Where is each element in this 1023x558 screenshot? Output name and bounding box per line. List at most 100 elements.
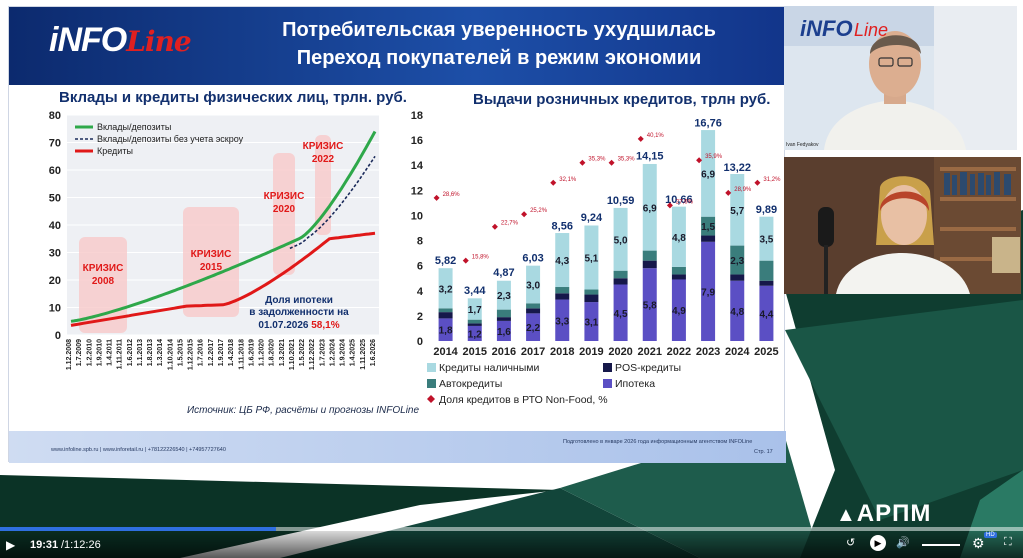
share-marker bbox=[433, 194, 440, 201]
bar-segment bbox=[730, 280, 745, 341]
mortgage-note-line1: Доля ипотеки bbox=[265, 295, 333, 306]
line-chart-x-tick: 1.6.2012 bbox=[127, 339, 134, 366]
bar-segment bbox=[642, 163, 657, 251]
bar-segment bbox=[526, 265, 541, 304]
footer-contacts: www.infoline.spb.ru | www.inforetail.ru … bbox=[51, 447, 226, 453]
fullscreen-icon[interactable]: ⛶ bbox=[1004, 536, 1012, 548]
share-label: 40,1% bbox=[647, 133, 665, 139]
bar-segment bbox=[496, 280, 511, 310]
bar-chart-x-tick: 2017 bbox=[521, 346, 545, 358]
infoline-logo: iNFOLine bbox=[49, 21, 192, 60]
arpm-icon: ▲ bbox=[836, 504, 857, 526]
bar-segment bbox=[730, 274, 745, 281]
rewind-icon[interactable]: ↺ bbox=[846, 537, 856, 549]
bar-segment bbox=[759, 216, 774, 261]
line-chart-y-tick: 20 bbox=[49, 275, 61, 287]
bar-total-label: 4,87 bbox=[493, 267, 514, 279]
line-chart-x-tick: 1.12.2022 bbox=[309, 339, 316, 370]
mortgage-note-line2: в задолженности на bbox=[249, 307, 349, 318]
bar-segment bbox=[467, 325, 482, 341]
line-chart: КРИЗИС 2008 КРИЗИС 2015 КРИЗИС 2020 КРИЗИС 2022… bbox=[49, 110, 379, 370]
bar-segment bbox=[584, 302, 599, 341]
line-chart-x-tick: 1.4.2011 bbox=[107, 339, 114, 366]
bar-chart-x-tick: 2015 bbox=[463, 346, 487, 358]
bar-segment bbox=[467, 298, 482, 320]
line-chart-x-tick: 1.11.2025 bbox=[360, 339, 367, 370]
bar-total-label: 16,76 bbox=[694, 118, 722, 130]
duration: 1:12:26 bbox=[64, 539, 101, 551]
mortgage-note-date: 01.07.2026 bbox=[258, 320, 308, 331]
bar-chart-y-tick: 10 bbox=[411, 210, 423, 222]
share-label: 28,6% bbox=[443, 192, 461, 198]
source-note: Источник: ЦБ РФ, расчёты и прогнозы INFO… bbox=[187, 405, 420, 416]
bar-segment bbox=[496, 309, 511, 318]
line-chart-x-tick: 1.4.2018 bbox=[228, 339, 235, 366]
line-chart-y-tick: 50 bbox=[49, 193, 61, 205]
loans-line bbox=[70, 231, 376, 327]
progress-bar[interactable] bbox=[0, 527, 1023, 531]
share-marker bbox=[579, 159, 586, 166]
bar-segment-label: 4,8 bbox=[672, 233, 686, 244]
line-legend-label: Вклады/депозиты bbox=[97, 122, 171, 132]
line-chart-x-tick: 1.2.2024 bbox=[329, 339, 336, 366]
time-separator: / bbox=[58, 539, 68, 551]
share-marker bbox=[462, 257, 469, 264]
bar-segment bbox=[730, 174, 745, 246]
volume-icon[interactable]: 🔊 bbox=[896, 537, 910, 549]
bar-segment bbox=[584, 294, 599, 303]
line-chart-x-tick: 1.10.2021 bbox=[289, 339, 296, 370]
bar-total-label: 5,82 bbox=[435, 255, 456, 267]
webcam-speaker-1: iNFO Line Ivan Fedyakov bbox=[784, 6, 1017, 150]
bar-segment-label: 3,1 bbox=[584, 318, 598, 329]
bar-legend-swatch bbox=[603, 363, 612, 372]
line-chart-x-tick: 1.6.2019 bbox=[248, 339, 255, 366]
progress-bar-fill bbox=[0, 527, 277, 531]
footer-page: Стр. 17 bbox=[754, 449, 773, 455]
bar-chart-x-tick: 2014 bbox=[433, 346, 458, 358]
arpm-logo: ▲АРПМ bbox=[836, 500, 931, 528]
line-chart-y-tick: 60 bbox=[49, 165, 61, 177]
bar-segment bbox=[613, 278, 628, 285]
bar-segment bbox=[671, 274, 686, 280]
footer-prepared: Подготовлено в январе 2026 года информац… bbox=[563, 439, 753, 445]
bar-segment-label: 1,2 bbox=[468, 329, 482, 340]
line-chart-x-tick: 1.3.2021 bbox=[279, 339, 286, 366]
crisis-zone bbox=[79, 237, 127, 333]
bar-segment-label: 4,4 bbox=[759, 309, 773, 320]
bar-segment bbox=[555, 299, 570, 341]
line-chart-x-tick: 1.10.2014 bbox=[167, 339, 174, 370]
bar-total-label: 14,15 bbox=[636, 150, 664, 162]
share-marker bbox=[666, 202, 673, 209]
bar-total-label: 3,44 bbox=[464, 285, 486, 297]
bar-segment-label: 1,5 bbox=[701, 222, 715, 233]
bar-segment-label: 2,3 bbox=[730, 256, 744, 267]
bar-segment bbox=[759, 280, 774, 286]
volume-slider[interactable] bbox=[922, 544, 960, 546]
bar-segment bbox=[555, 293, 570, 300]
bar-chart-y-tick: 4 bbox=[417, 286, 424, 298]
bar-chart-x-tick: 2023 bbox=[696, 346, 720, 358]
bar-chart-x-tick: 2024 bbox=[725, 346, 750, 358]
play-icon[interactable]: ▶ bbox=[6, 538, 16, 552]
bar-segment bbox=[642, 268, 657, 341]
bar-legend-swatch bbox=[427, 379, 436, 388]
bar-chart-y-tick: 8 bbox=[417, 236, 423, 248]
line-chart-y-tick: 0 bbox=[55, 330, 61, 342]
bar-segment-label: 6,9 bbox=[701, 169, 715, 180]
share-label: 31,2% bbox=[763, 177, 781, 183]
logo-sub-text: Line bbox=[126, 25, 191, 58]
bar-segment-label: 3,2 bbox=[439, 284, 453, 295]
line-chart-x-tick: 1.1.2020 bbox=[259, 339, 266, 366]
pause-play-icon[interactable]: ▶ bbox=[870, 535, 886, 551]
bar-segment bbox=[584, 289, 599, 295]
bar-segment bbox=[555, 233, 570, 288]
crisis-year: 2020 bbox=[273, 204, 296, 215]
bar-segment bbox=[438, 268, 453, 309]
settings-gear-icon[interactable]: ⚙ bbox=[972, 535, 985, 551]
bar-segment bbox=[759, 285, 774, 341]
line-legend-label: Кредиты bbox=[97, 146, 133, 156]
mortgage-note-line3: 01.07.2026 58,1% bbox=[258, 320, 339, 331]
bar-segment bbox=[438, 318, 453, 341]
bar-total-label: 9,89 bbox=[756, 204, 777, 216]
share-marker bbox=[491, 223, 498, 230]
